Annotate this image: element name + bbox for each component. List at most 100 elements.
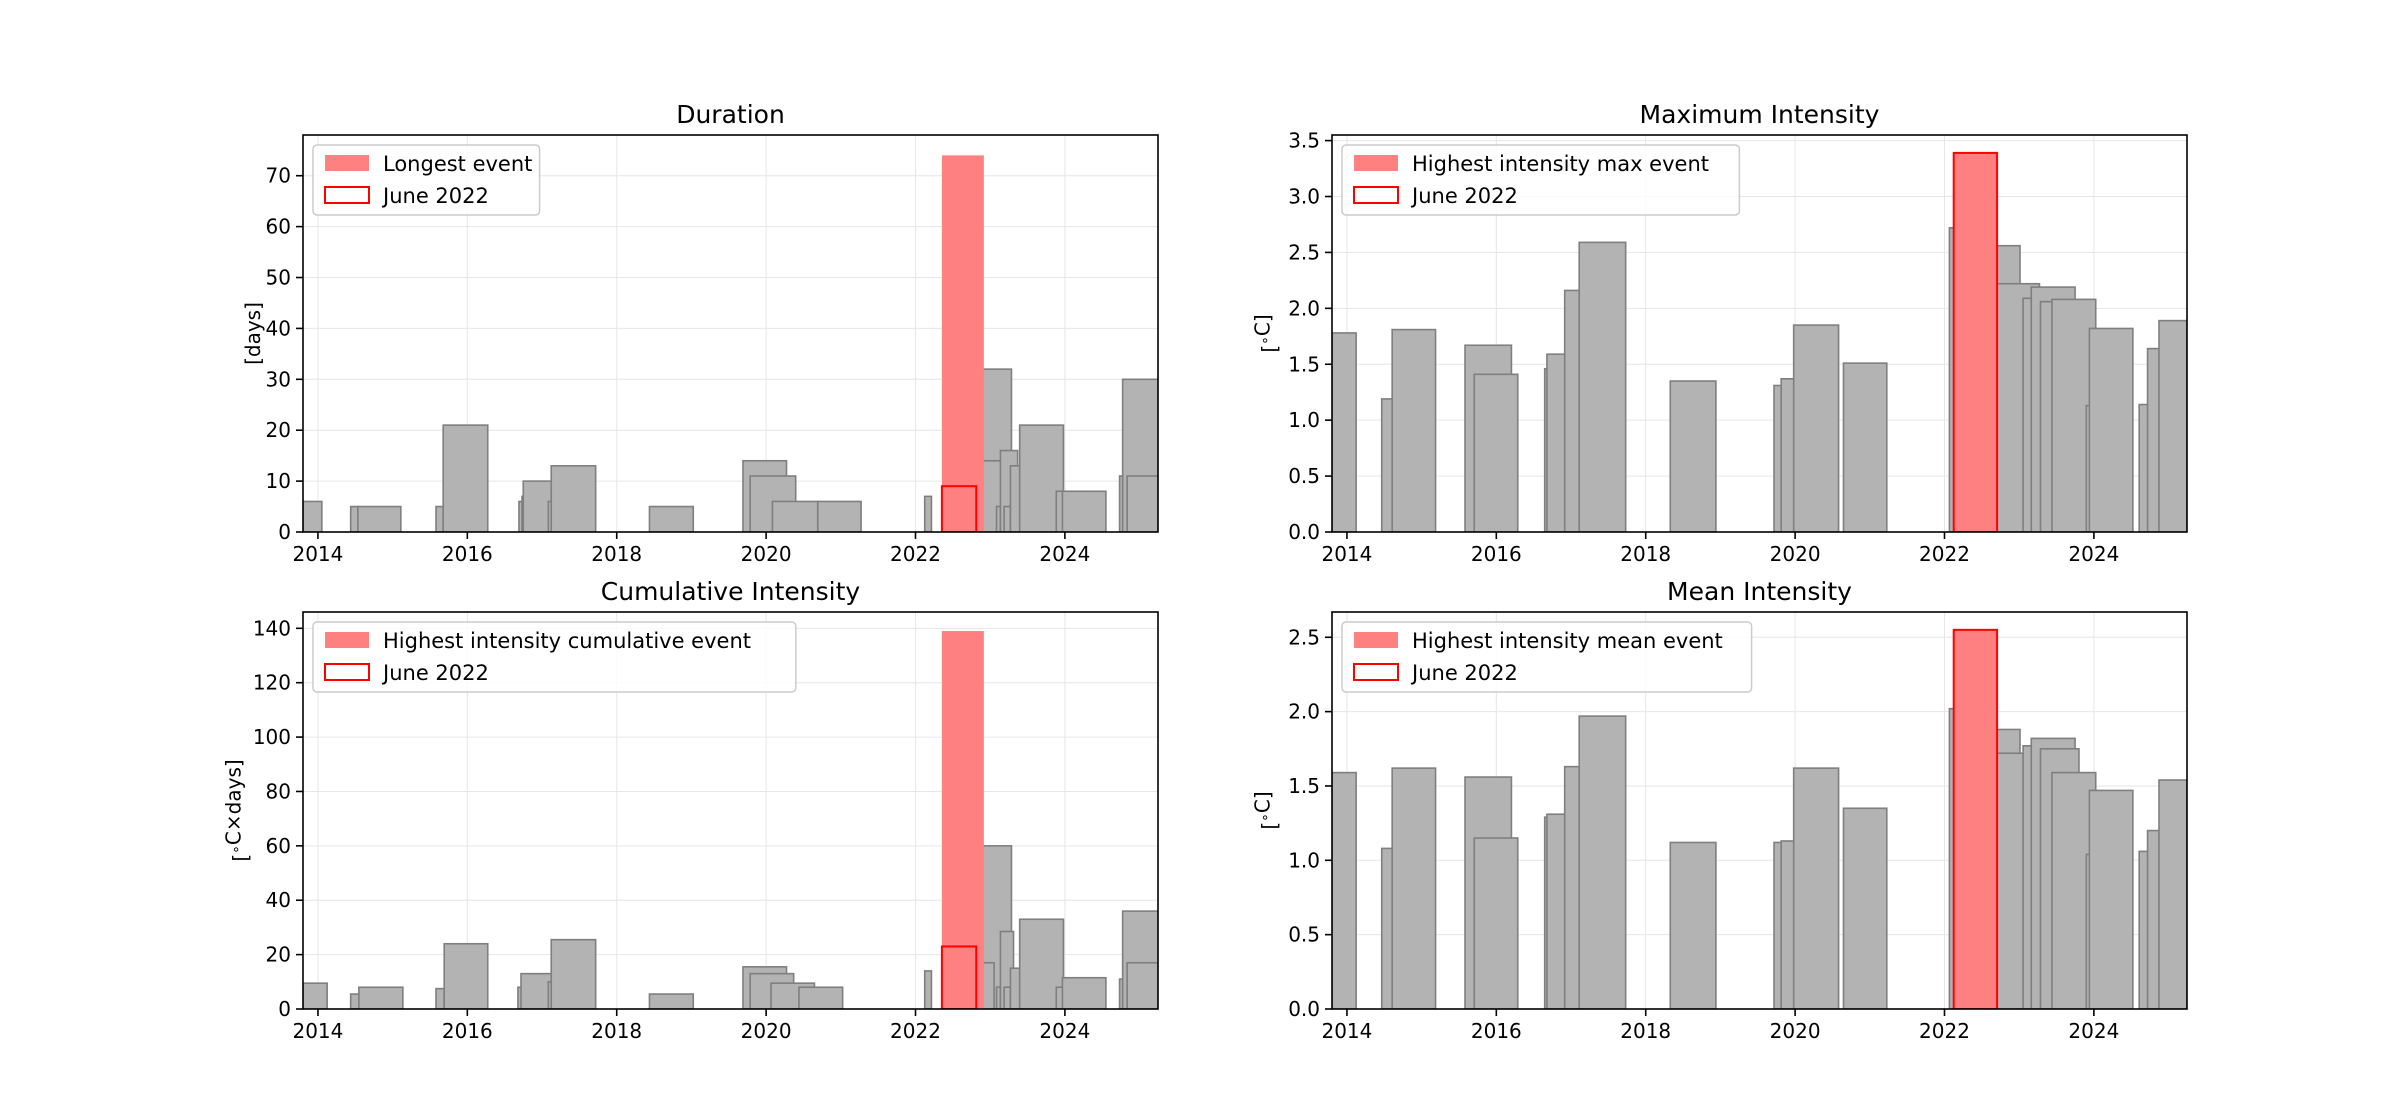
legend-swatch-june-2022 — [324, 186, 370, 204]
legend-swatch-highlight — [1354, 155, 1398, 171]
x-tick-label: 2018 — [1620, 542, 1671, 566]
bars — [303, 631, 1158, 1009]
june-2022-bar — [940, 945, 978, 1009]
x-tick-label: 2024 — [1039, 542, 1090, 566]
event-bar — [1669, 841, 1717, 1009]
legend-swatch-highlight — [1354, 632, 1398, 648]
x-tick-label: 2016 — [1471, 1019, 1522, 1043]
y-tick-label: 0.5 — [1288, 464, 1320, 488]
y-tick-label: 2.0 — [1288, 296, 1320, 320]
event-bar — [2088, 789, 2134, 1009]
x-tick-label: 2018 — [591, 542, 642, 566]
legend-box — [1341, 621, 1753, 693]
event-bar — [1003, 986, 1012, 1009]
x-tick-label: 2020 — [1770, 1019, 1821, 1043]
x-tick-label: 2018 — [1620, 1019, 1671, 1043]
chart-title: Mean Intensity — [1667, 577, 1852, 606]
event-bar — [1473, 373, 1519, 532]
y-tick-label: 20 — [266, 418, 291, 442]
event-bar — [798, 986, 844, 1009]
event-bar — [1332, 332, 1357, 532]
event-bar — [1061, 976, 1107, 1009]
y-tick-label: 60 — [266, 215, 291, 239]
bars — [1332, 151, 2187, 532]
event-bar — [1792, 767, 1840, 1009]
y-tick-label: 60 — [266, 834, 291, 858]
event-bar — [1578, 241, 1627, 532]
legend-label-june-2022: June 2022 — [381, 661, 489, 685]
event-bar — [1126, 475, 1158, 532]
y-axis-label: [∘C] — [1251, 791, 1282, 829]
event-bar — [1003, 505, 1012, 532]
y-tick-label: 1.0 — [1288, 408, 1320, 432]
event-bar — [1332, 771, 1357, 1009]
event-bar — [1126, 961, 1158, 1009]
legend-box — [312, 621, 797, 693]
highlight-bar — [941, 631, 984, 1009]
event-bar — [1669, 380, 1717, 532]
axes-frame — [1331, 611, 2188, 1010]
legend-label-highlight: Highest intensity mean event — [1412, 629, 1723, 653]
legend-swatch-june-2022 — [1353, 186, 1399, 204]
y-tick-label: 70 — [266, 164, 291, 188]
legend-label-june-2022: June 2022 — [1410, 184, 1518, 208]
x-tick-label: 2020 — [741, 542, 792, 566]
event-bar — [923, 495, 933, 532]
legend: Highest intensity cumulative event June 2… — [312, 621, 797, 693]
y-tick-label: 20 — [266, 943, 291, 967]
y-axis-label: [days] — [241, 302, 265, 365]
event-bar — [923, 970, 933, 1009]
bars — [1332, 628, 2187, 1009]
y-tick-label: 10 — [266, 469, 291, 493]
x-tick-label: 2014 — [1321, 542, 1372, 566]
y-tick-label: 0 — [278, 520, 291, 544]
event-bar — [357, 505, 402, 532]
axes-frame — [302, 611, 1159, 1010]
y-tick-label: 40 — [266, 316, 291, 340]
legend-swatch-june-2022 — [1353, 663, 1399, 681]
x-tick-label: 2022 — [890, 542, 941, 566]
legend-label-highlight: Highest intensity max event — [1412, 152, 1709, 176]
event-bar — [1578, 715, 1627, 1009]
event-bar — [1842, 362, 1888, 532]
legend-box — [1341, 144, 1741, 216]
axes-frame — [1331, 134, 2188, 533]
y-tick-label: 0.0 — [1288, 997, 1320, 1021]
y-tick-label: 2.5 — [1288, 240, 1320, 264]
event-bar — [2158, 319, 2187, 532]
x-tick-label: 2020 — [1770, 542, 1821, 566]
y-tick-label: 3.5 — [1288, 129, 1320, 153]
x-tick-label: 2022 — [1919, 542, 1970, 566]
x-tick-label: 2016 — [442, 542, 493, 566]
june-2022-bar — [940, 485, 978, 532]
x-tick-label: 2016 — [1471, 542, 1522, 566]
event-bar — [435, 505, 444, 532]
y-tick-label: 1.5 — [1288, 774, 1320, 798]
event-bar — [550, 465, 597, 532]
y-tick-label: 0.5 — [1288, 923, 1320, 947]
event-bar — [1842, 807, 1888, 1009]
y-tick-label: 0 — [278, 997, 291, 1021]
x-tick-label: 2022 — [890, 1019, 941, 1043]
legend-label-june-2022: June 2022 — [1410, 661, 1518, 685]
x-tick-label: 2018 — [591, 1019, 642, 1043]
chart-panel-4: 2014 2016 2018 2020 2022 2024 0.0 0.5 1.0 1.5 2.0 2… — [1251, 577, 2188, 1043]
event-bar — [2088, 327, 2134, 532]
grid — [303, 135, 1158, 533]
x-tick-label: 2014 — [1321, 1019, 1372, 1043]
x-tick-label: 2022 — [1919, 1019, 1970, 1043]
y-tick-label: 0.0 — [1288, 520, 1320, 544]
legend: Highest intensity mean event June 2022 — [1341, 621, 1753, 693]
y-tick-label: 1.0 — [1288, 848, 1320, 872]
legend-swatch-highlight — [325, 632, 369, 648]
event-bar — [1473, 837, 1519, 1009]
x-tick-label: 2024 — [1039, 1019, 1090, 1043]
legend: Highest intensity max event June 2022 — [1341, 144, 1741, 216]
chart-panel-2: 2014 2016 2018 2020 2022 2024 0.0 0.5 1.0 1.5 2.0 2… — [1251, 100, 2188, 566]
chart-title: Cumulative Intensity — [601, 577, 861, 606]
y-tick-label: 100 — [253, 725, 291, 749]
y-tick-label: 80 — [266, 779, 291, 803]
y-tick-label: 140 — [253, 616, 291, 640]
legend-label-june-2022: June 2022 — [381, 184, 489, 208]
event-bar — [550, 938, 597, 1009]
